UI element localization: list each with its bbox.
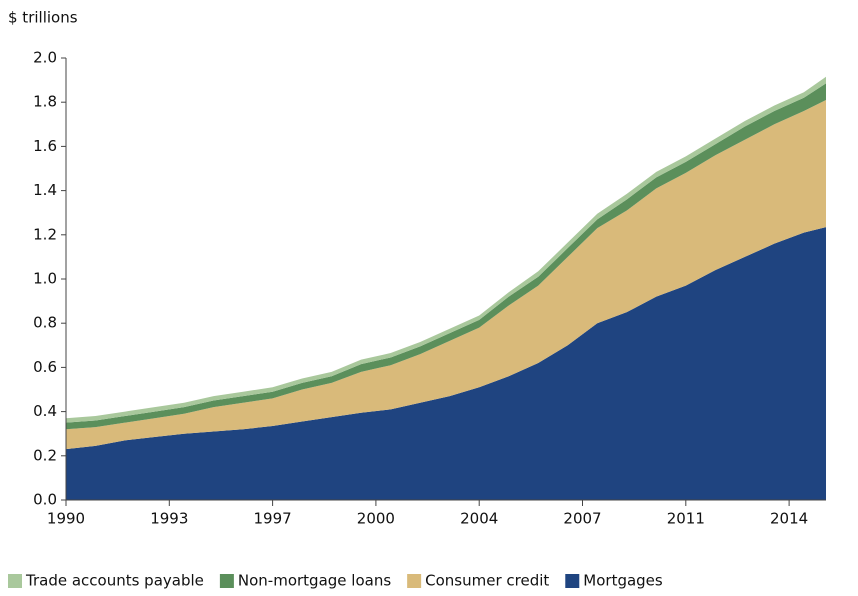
x-tick-label: 2014 [770, 510, 808, 528]
y-tick-label: 1.2 [33, 225, 57, 243]
area [66, 227, 826, 500]
legend-swatch [219, 574, 234, 588]
legend-label: Non-mortgage loans [238, 572, 391, 590]
y-axis-label: $ trillions [8, 9, 78, 27]
legend-swatch [8, 574, 22, 588]
y-tick-label: 1.4 [33, 181, 57, 199]
x-tick-label: 2004 [460, 510, 498, 528]
x-tick-label: 2011 [667, 510, 705, 528]
y-tick-label: 1.6 [33, 137, 57, 155]
y-tick-label: 0.4 [33, 402, 57, 420]
x-tick-label: 1990 [47, 510, 85, 528]
x-tick-label: 2000 [357, 510, 395, 528]
legend-label: Mortgages [583, 572, 663, 590]
x-tick-label: 1993 [150, 510, 188, 528]
legend-swatch [565, 574, 580, 588]
y-tick-label: 1.0 [33, 270, 57, 288]
area [66, 99, 826, 450]
legend-swatch [407, 574, 422, 588]
y-tick-label: 1.8 [33, 93, 57, 111]
y-tick-label: 0.8 [33, 314, 57, 332]
y-tick-label: 0.0 [33, 491, 57, 509]
x-tick-label: 1997 [254, 510, 292, 528]
legend-label: Trade accounts payable [25, 572, 204, 590]
y-tick-label: 0.2 [33, 446, 57, 464]
legend-label: Consumer credit [425, 572, 549, 590]
x-tick-label: 2007 [563, 510, 601, 528]
y-tick-label: 2.0 [33, 49, 57, 67]
y-tick-label: 0.6 [33, 358, 57, 376]
